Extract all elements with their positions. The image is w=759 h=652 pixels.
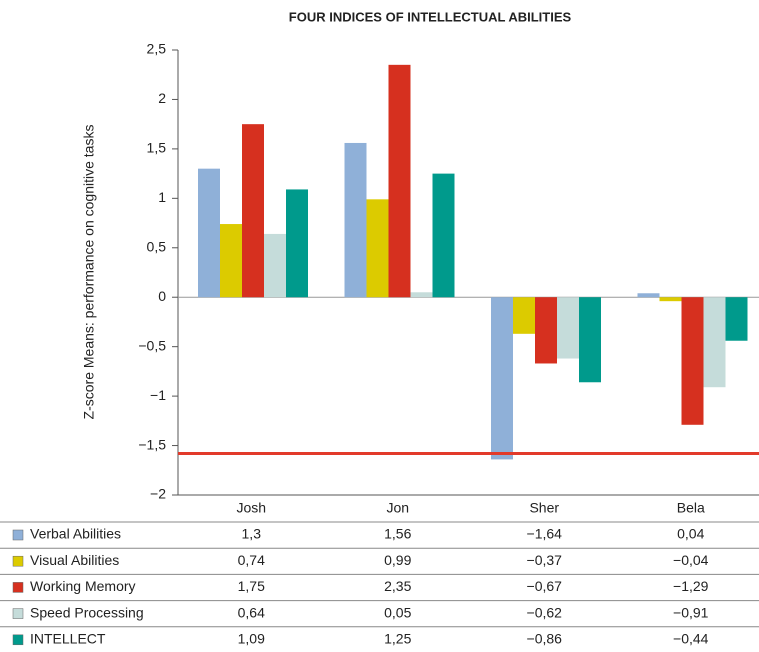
table-value: −0,04: [673, 552, 709, 568]
bar: [388, 64, 411, 298]
table-value: −1,29: [673, 578, 709, 594]
bar: [366, 199, 389, 298]
bar: [220, 224, 242, 298]
legend-swatch: [12, 555, 24, 567]
y-tick-label: 1,5: [147, 140, 167, 156]
legend-swatch: [12, 608, 24, 619]
bar: [286, 189, 308, 298]
table-value: 1,56: [384, 526, 411, 542]
bar: [703, 297, 726, 388]
table-value: −0,62: [527, 604, 563, 620]
table-value: 0,04: [677, 526, 704, 542]
table-value: 1,3: [242, 526, 262, 542]
y-tick-label: −1: [150, 387, 166, 403]
legend-label: Visual Abilities: [30, 552, 119, 568]
table-value: −0,67: [527, 578, 563, 594]
legend-swatch: [12, 582, 24, 593]
chart-title: FOUR INDICES OF INTELLECTUAL ABILITIES: [289, 9, 572, 24]
table-value: −0,44: [673, 631, 709, 647]
legend-label: INTELLECT: [30, 631, 106, 647]
table-value: 1,75: [238, 578, 265, 594]
bar: [410, 292, 433, 298]
legend-swatch: [12, 634, 24, 646]
y-tick-label: 0: [158, 288, 166, 304]
y-tick-label: 0,5: [147, 238, 167, 254]
table-value: 1,25: [384, 631, 411, 647]
table-value: 0,99: [384, 552, 411, 568]
table-value: −0,91: [673, 604, 709, 620]
table-value: −0,37: [527, 552, 563, 568]
y-tick-label: 2,5: [147, 41, 167, 57]
table-value: 0,64: [238, 604, 265, 620]
bar: [681, 297, 704, 425]
bar: [579, 297, 601, 383]
bar: [557, 297, 579, 359]
bar: [198, 168, 220, 298]
table-value: 2,35: [384, 578, 411, 594]
bar: [513, 297, 535, 334]
y-tick-label: 2: [158, 90, 166, 106]
bar: [637, 293, 660, 298]
y-axis-label: Z-score Means: performance on cognitive …: [81, 125, 97, 420]
table-value: −1,64: [527, 526, 563, 542]
legend-label: Speed Processing: [30, 604, 144, 620]
bar: [344, 142, 367, 298]
table-value: −0,86: [527, 631, 563, 647]
legend-swatch: [12, 529, 24, 541]
bar: [264, 233, 286, 298]
category-label: Sher: [529, 500, 559, 516]
category-label: Josh: [236, 500, 266, 516]
legend-label: Working Memory: [30, 578, 136, 594]
category-label: Bela: [677, 500, 705, 516]
table-value: 0,74: [238, 552, 265, 568]
y-tick-label: 1: [158, 189, 166, 205]
y-tick-label: −1,5: [138, 436, 166, 452]
bar: [242, 124, 264, 298]
category-label: Jon: [386, 500, 409, 516]
table-value: 0,05: [384, 604, 411, 620]
bar: [491, 297, 513, 460]
table-value: 1,09: [238, 631, 265, 647]
bar: [432, 173, 455, 298]
y-tick-label: −2: [150, 486, 166, 502]
bar: [659, 297, 682, 302]
legend-label: Verbal Abilities: [30, 526, 121, 542]
bar: [535, 297, 557, 364]
y-tick-label: −0,5: [138, 337, 166, 353]
bar: [725, 297, 748, 341]
